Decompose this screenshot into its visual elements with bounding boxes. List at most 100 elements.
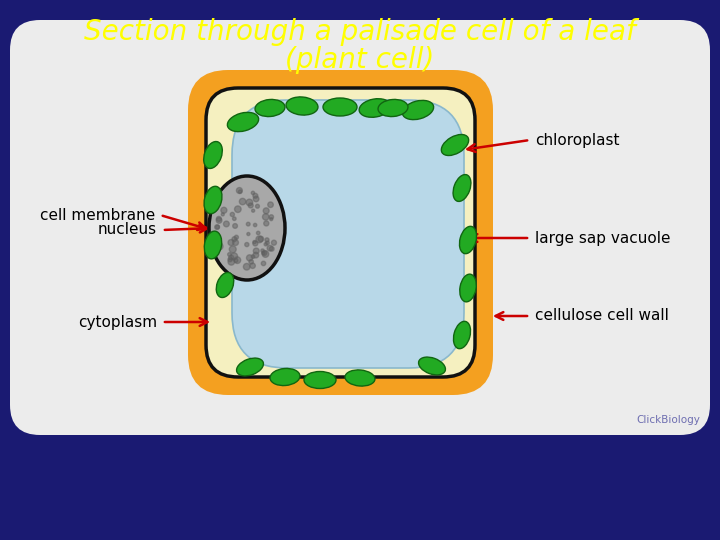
Text: large sap vacuole: large sap vacuole <box>535 231 670 246</box>
Circle shape <box>264 208 269 214</box>
Circle shape <box>216 217 221 221</box>
Ellipse shape <box>204 186 222 214</box>
Ellipse shape <box>454 321 471 349</box>
Ellipse shape <box>418 357 446 375</box>
Ellipse shape <box>453 174 471 201</box>
Circle shape <box>231 253 238 260</box>
Circle shape <box>262 251 269 258</box>
Circle shape <box>250 263 256 268</box>
Circle shape <box>246 255 253 261</box>
Text: ClickBiology: ClickBiology <box>636 415 700 425</box>
Circle shape <box>233 224 238 228</box>
Ellipse shape <box>459 226 477 254</box>
Circle shape <box>267 245 273 251</box>
Ellipse shape <box>237 358 264 376</box>
Ellipse shape <box>304 372 336 388</box>
Circle shape <box>247 233 250 235</box>
Circle shape <box>253 193 258 198</box>
Circle shape <box>258 236 264 242</box>
Circle shape <box>235 206 241 213</box>
Text: nucleus: nucleus <box>98 222 157 238</box>
Circle shape <box>233 240 238 246</box>
Circle shape <box>216 218 222 224</box>
Circle shape <box>256 236 263 243</box>
Ellipse shape <box>255 99 285 117</box>
Ellipse shape <box>270 368 300 386</box>
Circle shape <box>243 264 250 270</box>
Circle shape <box>253 224 257 227</box>
Text: (plant cell): (plant cell) <box>285 46 435 74</box>
Circle shape <box>239 198 246 205</box>
Circle shape <box>221 213 224 216</box>
Circle shape <box>253 241 258 246</box>
Ellipse shape <box>402 100 433 120</box>
Circle shape <box>228 253 231 256</box>
Circle shape <box>238 190 242 193</box>
Circle shape <box>262 251 267 255</box>
Circle shape <box>221 207 227 213</box>
Circle shape <box>228 258 233 262</box>
Circle shape <box>245 242 249 247</box>
Ellipse shape <box>286 97 318 115</box>
Circle shape <box>228 240 234 246</box>
Circle shape <box>270 218 273 221</box>
Circle shape <box>253 252 258 258</box>
Circle shape <box>253 196 259 202</box>
Circle shape <box>246 199 253 206</box>
Circle shape <box>230 212 235 217</box>
Circle shape <box>263 214 269 220</box>
Ellipse shape <box>204 231 222 259</box>
Circle shape <box>223 221 229 227</box>
Circle shape <box>253 248 259 254</box>
Circle shape <box>233 217 236 220</box>
Ellipse shape <box>209 176 285 280</box>
Circle shape <box>217 243 223 249</box>
Text: cytoplasm: cytoplasm <box>78 314 157 329</box>
Circle shape <box>234 235 238 239</box>
Circle shape <box>264 221 269 226</box>
Ellipse shape <box>345 370 375 386</box>
Ellipse shape <box>228 112 258 132</box>
Circle shape <box>216 225 220 229</box>
FancyBboxPatch shape <box>206 88 475 377</box>
Circle shape <box>261 261 266 266</box>
Circle shape <box>268 202 274 207</box>
Circle shape <box>251 255 255 259</box>
Circle shape <box>251 209 255 212</box>
Circle shape <box>234 259 238 262</box>
Ellipse shape <box>441 134 469 156</box>
Text: Section through a palisade cell of a leaf: Section through a palisade cell of a lea… <box>84 18 636 46</box>
FancyBboxPatch shape <box>10 20 710 435</box>
Text: cell membrane: cell membrane <box>40 207 155 222</box>
Circle shape <box>269 215 274 219</box>
Text: cellulose cell wall: cellulose cell wall <box>535 308 669 323</box>
FancyBboxPatch shape <box>188 70 493 395</box>
Ellipse shape <box>216 273 234 298</box>
Ellipse shape <box>204 141 222 168</box>
Circle shape <box>266 241 269 245</box>
Ellipse shape <box>378 99 408 117</box>
Circle shape <box>228 259 235 265</box>
Circle shape <box>234 257 240 264</box>
Ellipse shape <box>359 99 391 117</box>
Circle shape <box>261 249 264 252</box>
Circle shape <box>271 240 276 245</box>
Circle shape <box>256 204 259 208</box>
Circle shape <box>262 252 265 254</box>
Circle shape <box>229 255 234 260</box>
Circle shape <box>232 237 237 241</box>
Ellipse shape <box>460 274 476 302</box>
Circle shape <box>246 222 250 226</box>
Circle shape <box>249 260 253 264</box>
Circle shape <box>265 238 269 242</box>
Circle shape <box>264 242 267 246</box>
Circle shape <box>251 191 255 194</box>
FancyBboxPatch shape <box>232 100 464 368</box>
Text: chloroplast: chloroplast <box>535 132 619 147</box>
Circle shape <box>215 225 220 230</box>
Ellipse shape <box>323 98 357 116</box>
Circle shape <box>256 231 260 235</box>
Circle shape <box>229 246 236 253</box>
Circle shape <box>253 240 256 244</box>
Circle shape <box>236 187 243 193</box>
